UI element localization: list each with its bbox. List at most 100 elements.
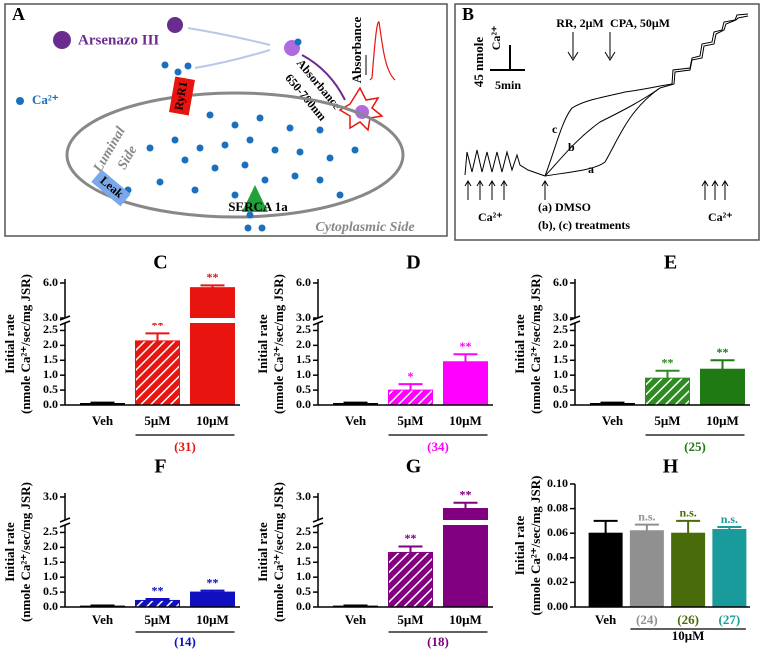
arsenazo-icon bbox=[53, 31, 71, 49]
bar bbox=[712, 529, 747, 608]
y-axis-label: (nmole Ca²⁺/sec/mg JSR) bbox=[18, 482, 33, 622]
complex-ca bbox=[294, 38, 302, 46]
axis-break-gap bbox=[319, 520, 494, 525]
sr-membrane bbox=[65, 91, 405, 219]
y-tick-label: 0.10 bbox=[547, 476, 568, 490]
y-tick-label: 0.00 bbox=[547, 599, 568, 613]
y-tick-label: 1.5 bbox=[43, 554, 58, 568]
y-tick-label: 0.08 bbox=[547, 500, 568, 514]
arrow bbox=[567, 32, 579, 61]
y-tick-label: 3.0 bbox=[553, 310, 568, 324]
absorbance-peak bbox=[369, 21, 396, 81]
significance-label: * bbox=[408, 369, 414, 383]
significance-label: ** bbox=[405, 531, 417, 545]
y-tick-label: 2.5 bbox=[296, 524, 311, 538]
bar bbox=[588, 532, 623, 608]
ca-arrows bbox=[464, 180, 729, 200]
y-axis-label: (nmole Ca²⁺/sec/mg JSR) bbox=[18, 274, 33, 414]
panel-a: A Arsenazo III Ca²⁺ Absorbance 650-700nm… bbox=[4, 3, 448, 237]
y-tick-label: 2.5 bbox=[43, 322, 58, 336]
x-tick-label: 10μM bbox=[196, 612, 229, 627]
y-tick-label: 6.0 bbox=[553, 275, 568, 289]
absorbance-label: Absorbance bbox=[349, 17, 364, 84]
significance-label: ** bbox=[207, 575, 219, 589]
legend-text: (a) DMSO bbox=[538, 200, 591, 214]
y-tick-label: 1.5 bbox=[296, 352, 311, 366]
significance-label: ** bbox=[662, 355, 674, 369]
x-tick-label: 5μM bbox=[654, 413, 680, 428]
bar bbox=[645, 377, 690, 406]
y-tick-label: 3.0 bbox=[296, 489, 311, 503]
x-tick-label: (27) bbox=[719, 612, 741, 627]
arrow bbox=[604, 32, 616, 61]
bar bbox=[700, 368, 745, 406]
curve-label: b bbox=[568, 140, 575, 154]
x-tick-label: 5μM bbox=[397, 612, 423, 627]
arsenazo-free bbox=[167, 17, 183, 33]
panel-b: B 45 nmole Ca²⁺ 5min RR, 2μM CPA, 50μM c… bbox=[454, 3, 760, 241]
group-label: 10μM bbox=[672, 628, 705, 643]
x-tick-label: Veh bbox=[345, 612, 367, 627]
axis-break bbox=[569, 320, 581, 326]
traces bbox=[464, 13, 749, 177]
y-axis-label: (nmole Ca²⁺/sec/mg JSR) bbox=[271, 482, 286, 622]
axis-break bbox=[59, 522, 71, 528]
x-tick-label: 10μM bbox=[449, 612, 482, 627]
significance-label: ** bbox=[460, 339, 472, 353]
panel-label: D bbox=[406, 252, 420, 274]
curve-label: a bbox=[588, 162, 594, 176]
panel-border bbox=[4, 3, 448, 237]
x-tick-label: Veh bbox=[92, 413, 114, 428]
axis-break bbox=[59, 320, 71, 326]
x-tick-label: Veh bbox=[92, 612, 114, 627]
y-axis-label: (nmole Ca²⁺/sec/mg JSR) bbox=[528, 475, 543, 615]
bar bbox=[190, 287, 235, 406]
y-tick-label: 1.0 bbox=[43, 569, 58, 583]
serca-label: SERCA 1a bbox=[228, 199, 288, 214]
y-tick-label: 2.5 bbox=[43, 524, 58, 538]
axis-break bbox=[59, 517, 71, 523]
x-tick-label: 10μM bbox=[706, 413, 739, 428]
y-axis-label: Initial rate bbox=[255, 522, 270, 582]
x-tick-label: 10μM bbox=[449, 413, 482, 428]
cpa-label: CPA, 50μM bbox=[610, 16, 670, 30]
y-tick-label: 0.5 bbox=[43, 584, 58, 598]
y-tick-label: 2.0 bbox=[43, 539, 58, 553]
x-tick-label: 10μM bbox=[196, 413, 229, 428]
cytoplasmic-label: Cytoplasmic Side bbox=[315, 220, 414, 235]
y-tick-label: 1.5 bbox=[43, 352, 58, 366]
calcium-dots bbox=[124, 111, 359, 232]
y-axis-label: Initial rate bbox=[512, 515, 527, 575]
ryr1-channel bbox=[169, 76, 195, 116]
bar bbox=[135, 340, 180, 406]
y-tick-label: 0.0 bbox=[296, 397, 311, 411]
arrow bbox=[301, 54, 346, 101]
calcium-icon bbox=[16, 97, 24, 105]
x-tick-label: 5μM bbox=[397, 413, 423, 428]
y-tick-label: 2.5 bbox=[296, 322, 311, 336]
y-tick-label: 0.5 bbox=[553, 382, 568, 396]
significance-label: ** bbox=[207, 270, 219, 284]
panel-label: H bbox=[663, 456, 679, 478]
bar bbox=[629, 530, 664, 608]
arrow bbox=[194, 49, 271, 69]
scale-y-label: Ca²⁺ bbox=[489, 26, 503, 51]
arsenazo-label: Arsenazo III bbox=[78, 32, 159, 48]
significance-label: n.s. bbox=[638, 509, 655, 523]
legend-text: (b), (c) treatments bbox=[538, 218, 630, 232]
y-tick-label: 3.0 bbox=[296, 310, 311, 324]
y-tick-label: 2.0 bbox=[553, 337, 568, 351]
bar bbox=[388, 389, 433, 406]
significance-label: n.s. bbox=[679, 506, 696, 520]
calcium-label: Ca²⁺ bbox=[32, 92, 59, 107]
x-tick-label: Veh bbox=[602, 413, 624, 428]
axis-break-gap bbox=[319, 318, 494, 323]
y-tick-label: 1.0 bbox=[43, 367, 58, 381]
axis-break-gap bbox=[66, 318, 241, 323]
y-axis-label: Initial rate bbox=[255, 314, 270, 374]
significance-label: ** bbox=[152, 584, 164, 598]
y-axis-label: (nmole Ca²⁺/sec/mg JSR) bbox=[528, 274, 543, 414]
y-tick-label: 6.0 bbox=[296, 275, 311, 289]
panel-label: B bbox=[462, 4, 474, 24]
